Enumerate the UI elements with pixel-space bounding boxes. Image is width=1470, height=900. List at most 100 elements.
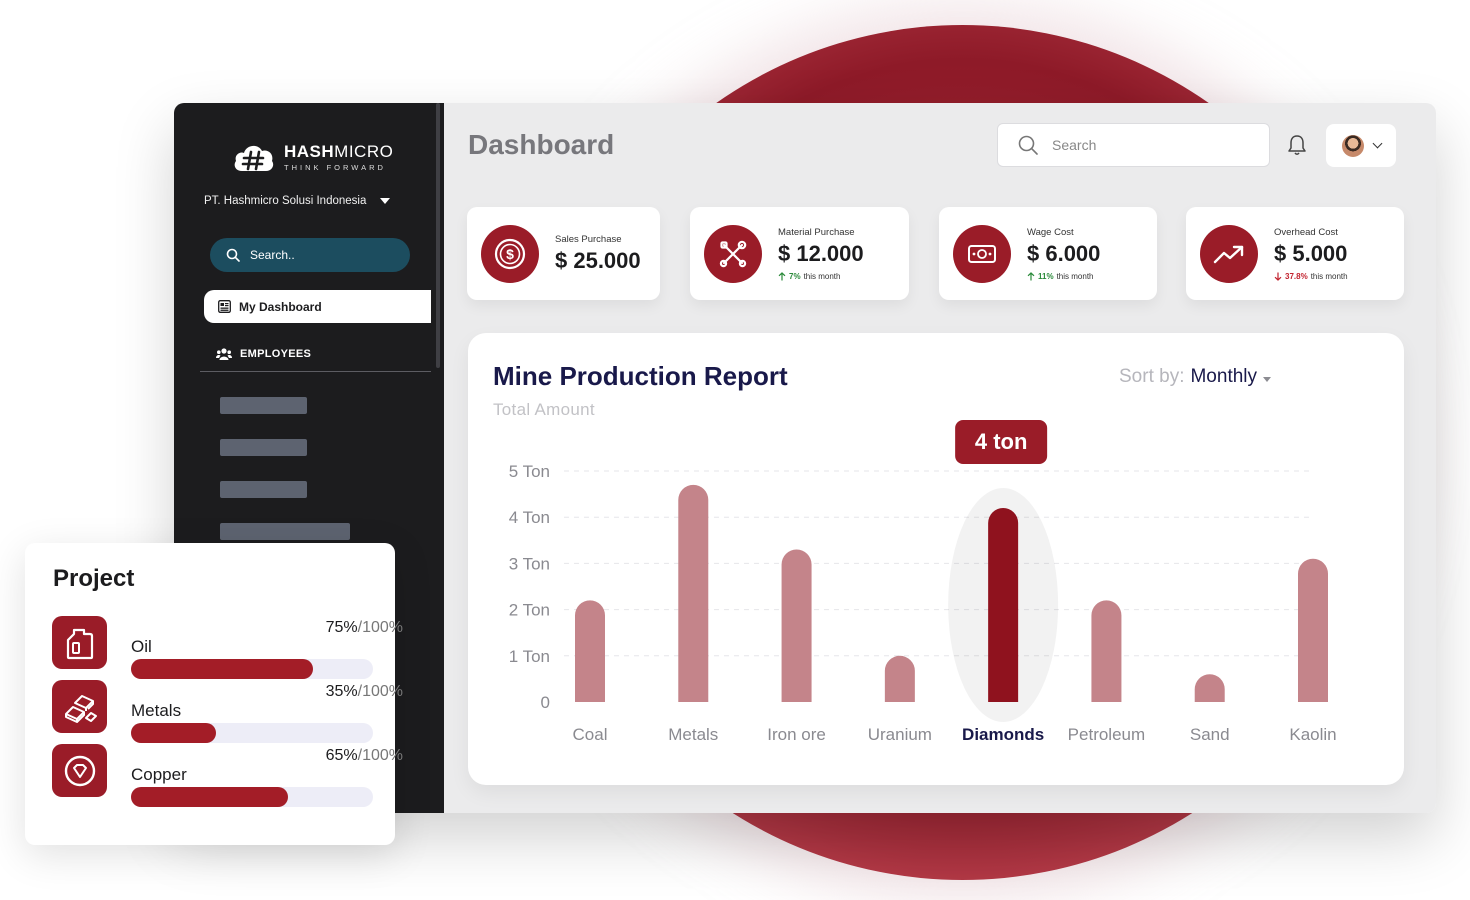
kpi-trend: 11% this month	[1027, 272, 1100, 281]
kpi-label: Sales Purchase	[555, 233, 622, 245]
project-item-percent: 65%/100%	[325, 747, 403, 764]
sort-by-dropdown[interactable]: Sort by: Monthly	[1119, 366, 1272, 388]
kpi-card-wage-cost[interactable]: Wage Cost $ 6.000 11% this month	[939, 207, 1157, 300]
bar-iron-ore	[781, 549, 812, 702]
chart-title: Mine Production Report	[493, 361, 788, 391]
sidebar-search-input[interactable]: Search..	[210, 238, 410, 272]
bar-coal	[575, 600, 605, 702]
sidebar-section-label: EMPLOYEES	[240, 348, 312, 360]
project-item-name: Metals	[131, 701, 182, 720]
cloud-hash-icon	[232, 141, 276, 173]
chart-subtitle: Total Amount	[493, 400, 595, 419]
x-tick-label: Uranium	[868, 725, 932, 744]
project-item-oil[interactable]: Oil 75%/100%	[52, 616, 403, 679]
project-item-copper[interactable]: Copper 65%/100%	[52, 744, 403, 807]
y-tick-label: 0	[541, 693, 550, 712]
progress-track	[131, 787, 373, 807]
dashboard-icon	[218, 300, 231, 313]
x-tick-label: Petroleum	[1068, 725, 1145, 744]
project-item-percent: 35%/100%	[325, 683, 403, 700]
bell-icon[interactable]	[1287, 134, 1307, 161]
y-tick-label: 1 Ton	[509, 647, 550, 666]
bar-kaolin	[1298, 558, 1328, 702]
sort-by-label: Sort by:	[1119, 366, 1185, 387]
y-tick-label: 2 Ton	[509, 601, 550, 620]
logo-name: HASHMICRO	[284, 142, 394, 161]
project-card: Project Oil 75%/100% Metals 35%/100% Cop…	[25, 543, 403, 845]
tools-icon	[704, 224, 762, 283]
oil-can-icon	[52, 616, 107, 669]
kpi-label: Overhead Cost	[1274, 226, 1338, 238]
kpi-value: $ 12.000	[778, 240, 864, 266]
arrow-down-icon	[1274, 272, 1282, 281]
kpi-trend-pct: 11%	[1038, 271, 1054, 281]
chevron-down-icon	[1372, 138, 1382, 149]
sidebar-scrollbar[interactable]	[436, 103, 440, 368]
kpi-value: $ 6.000	[1027, 240, 1101, 266]
kpi-trend-text: this month	[1310, 271, 1348, 281]
metal-bars-icon	[52, 680, 107, 733]
y-tick-label: 5 Ton	[509, 462, 550, 481]
gem-icon	[52, 744, 107, 797]
bar-petroleum	[1091, 600, 1122, 702]
sidebar-item-my-dashboard[interactable]: My Dashboard	[204, 290, 431, 323]
logo[interactable]: HASHMICRO THINK FORWARD	[232, 141, 393, 173]
kpi-card-material-purchase[interactable]: Material Purchase $ 12.000 7% this month	[690, 207, 909, 300]
bar-metals	[678, 484, 709, 702]
progress-track	[131, 723, 373, 743]
y-tick-label: 3 Ton	[509, 554, 550, 573]
tooltip-label: 4 ton	[975, 429, 1028, 454]
svg-text:$: $	[506, 246, 514, 262]
header-search-input[interactable]: Search	[997, 123, 1270, 167]
progress-fill	[131, 723, 216, 743]
search-icon	[226, 248, 240, 262]
page-title: Dashboard	[468, 129, 615, 160]
kpi-trend: 37.8% this month	[1274, 272, 1348, 281]
trend-up-icon	[1200, 224, 1258, 283]
kpi-value: $ 25.000	[555, 247, 641, 273]
mine-production-report-card: Mine Production Report Total Amount Sort…	[468, 333, 1404, 785]
logo-tagline: THINK FORWARD	[284, 163, 386, 172]
x-tick-label: Coal	[573, 725, 608, 744]
kpi-card-overhead-cost[interactable]: Overhead Cost $ 5.000 37.8% this month	[1186, 207, 1404, 300]
progress-fill	[131, 787, 289, 807]
tooltip-bubble	[955, 420, 1048, 464]
sidebar-item-label: My Dashboard	[239, 299, 322, 314]
x-tick-label: Sand	[1190, 725, 1230, 744]
bar-diamonds	[988, 507, 1019, 702]
company-name: PT. Hashmicro Solusi Indonesia	[204, 195, 367, 207]
kpi-card-sales-purchase[interactable]: $ Sales Purchase $ 25.000	[467, 207, 660, 300]
kpi-trend-text: this month	[1056, 271, 1094, 281]
header-search-placeholder: Search	[1052, 137, 1097, 153]
bar-uranium	[884, 655, 915, 702]
kpi-label: Wage Cost	[1027, 226, 1074, 238]
project-item-metals[interactable]: Metals 35%/100%	[52, 680, 403, 743]
progress-fill	[131, 659, 313, 679]
kpi-trend-pct: 7%	[789, 271, 801, 281]
x-tick-label: Iron ore	[767, 725, 826, 744]
arrow-up-icon	[778, 271, 786, 280]
sidebar-placeholder-item[interactable]	[220, 439, 307, 456]
user-menu-button[interactable]	[1326, 124, 1396, 167]
dollar-coin-icon: $	[481, 224, 539, 283]
avatar	[1341, 134, 1364, 157]
app-window: HASHMICRO THINK FORWARD PT. Hashmicro So…	[174, 103, 1436, 813]
search-icon	[1018, 135, 1038, 155]
company-selector[interactable]: PT. Hashmicro Solusi Indonesia	[204, 195, 391, 207]
sidebar-placeholder-item[interactable]	[220, 397, 307, 414]
sort-by-value: Monthly	[1190, 366, 1258, 387]
kpi-trend-pct: 37.8%	[1285, 271, 1308, 281]
project-item-percent: 75%/100%	[325, 619, 403, 636]
caret-down-icon	[380, 198, 391, 204]
kpi-trend-text: this month	[803, 271, 841, 281]
sidebar-section-employees[interactable]: EMPLOYEES	[216, 348, 311, 360]
sidebar-placeholder-item[interactable]	[220, 481, 307, 498]
project-title: Project	[53, 565, 135, 592]
bar-sand	[1194, 674, 1225, 702]
sidebar-search-placeholder: Search..	[250, 248, 295, 262]
project-item-name: Copper	[131, 765, 187, 784]
sidebar-placeholder-item[interactable]	[220, 523, 350, 540]
project-item-name: Oil	[131, 637, 152, 656]
x-tick-label: Kaolin	[1289, 725, 1336, 744]
